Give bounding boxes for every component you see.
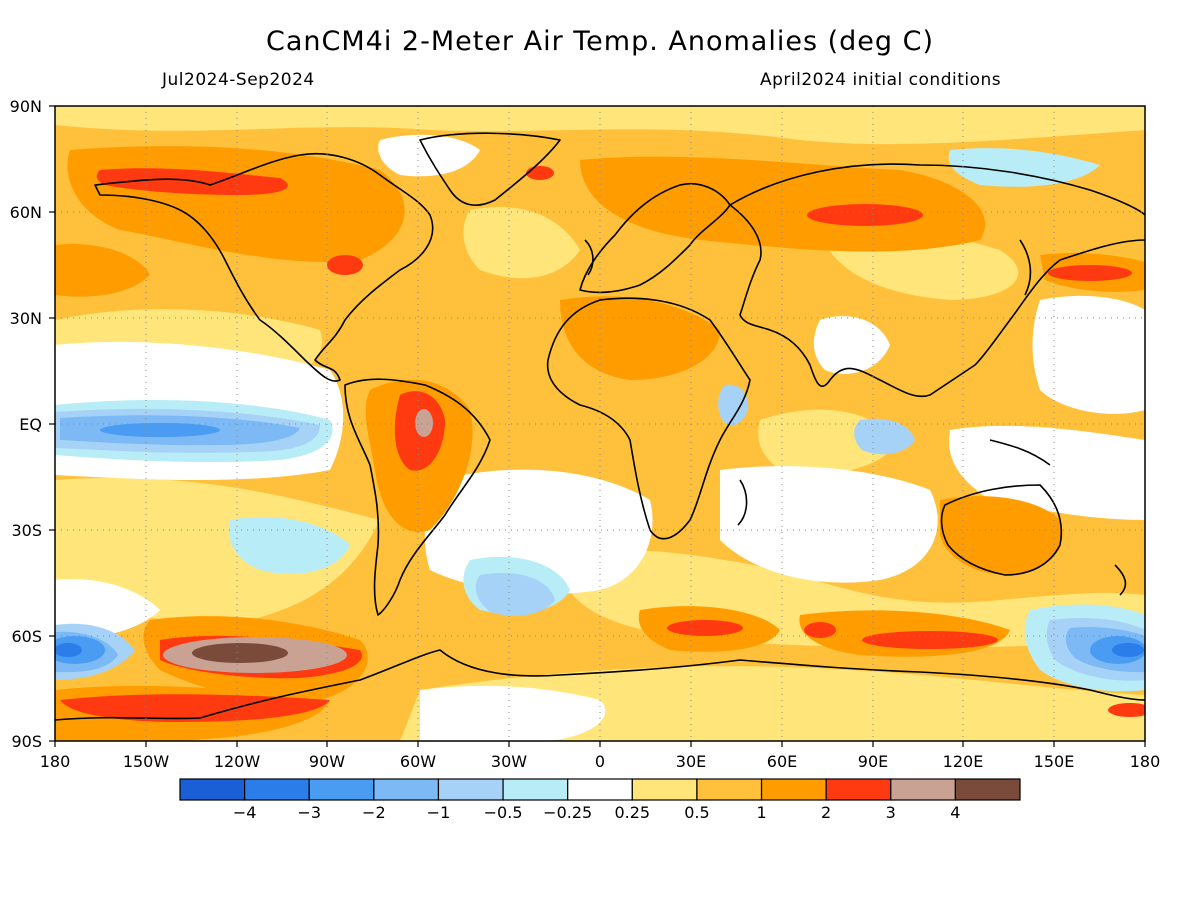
colorbar-swatch <box>890 778 956 801</box>
anomaly-cyan-siberia <box>948 148 1100 187</box>
lon-label-150w: 150W <box>123 752 170 771</box>
chart-title: CanCM4i 2-Meter Air Temp. Anomalies (deg… <box>265 26 934 57</box>
colorbar-swatch <box>567 778 633 801</box>
lon-label-90e: 90E <box>858 752 888 771</box>
anomaly-extreme-regions <box>163 409 433 673</box>
latitude-axis: 90N 60N 30N EQ 30S 60S 90S <box>10 97 55 751</box>
colorbar-label: 0.5 <box>684 803 709 822</box>
lon-label-30w: 30W <box>491 752 527 771</box>
lon-label-60e: 60E <box>767 752 797 771</box>
colorbar-label: −3 <box>297 803 321 822</box>
anomaly-neutral-s-ocean <box>420 685 606 741</box>
lon-label-180w: 180 <box>40 752 71 771</box>
anomaly-orange-sahara <box>560 296 720 380</box>
lon-label-0: 0 <box>595 752 605 771</box>
anomaly-light-eatl <box>463 206 580 279</box>
lat-label-90n: 90N <box>10 97 42 116</box>
anomaly-red-s-ind <box>862 631 998 649</box>
anomaly-deepblue-regions <box>55 643 1144 657</box>
anomaly-red-siberia <box>807 204 923 226</box>
coastline-greenland <box>419 132 561 206</box>
anomaly-red-nw-pac <box>1048 265 1132 281</box>
colorbar-label: 2 <box>821 803 831 822</box>
anomaly-red-greenland <box>526 166 554 180</box>
anomaly-red-s-ind-west <box>804 622 836 638</box>
anomaly-cyan-spac <box>228 516 350 574</box>
anomaly-pink-amazon <box>415 409 433 437</box>
anomaly-neutral-wpac <box>1032 295 1145 414</box>
lat-label-eq: EQ <box>19 415 42 434</box>
lon-label-120e: 120E <box>943 752 984 771</box>
coastline-antarctica <box>55 649 1145 721</box>
colorbar-label: 4 <box>950 803 960 822</box>
lon-label-150e: 150E <box>1034 752 1075 771</box>
anomaly-lightblue-east-africa <box>718 384 749 426</box>
colorbar-swatch <box>179 778 246 801</box>
coastline-new-zealand <box>1114 564 1127 596</box>
anomaly-orange-ne-pac <box>55 244 150 297</box>
coastline-asia <box>729 163 1145 398</box>
coastline-africa <box>546 297 751 540</box>
anomaly-deepblue-sw-pac <box>55 643 82 657</box>
anomaly-orange-eurasia <box>580 156 986 252</box>
lon-label-90w: 90W <box>309 752 345 771</box>
lon-label-30e: 30E <box>676 752 706 771</box>
anomaly-red-s-atl <box>667 620 743 636</box>
anomaly-midblue-tpac <box>100 423 220 437</box>
anomaly-neutral-sio <box>720 466 938 583</box>
anomaly-neutral-cpac <box>949 425 1145 520</box>
anomaly-neutral-se-ind <box>813 316 890 374</box>
initial-conditions: April2024 initial conditions <box>760 70 1002 90</box>
colorbar-swatch <box>631 778 698 801</box>
colorbar-legend: −4 −3 −2 −1 −0.5 −0.25 0.25 0.5 1 2 3 4 <box>179 778 1021 822</box>
colorbar-swatch <box>308 778 375 801</box>
anomaly-lightblue-maritime <box>854 418 915 455</box>
colorbar-label: −0.5 <box>484 803 523 822</box>
colorbar-swatch <box>696 778 763 801</box>
coastline-new-guinea <box>989 439 1051 466</box>
colorbar-label: −0.25 <box>543 803 592 822</box>
colorbar-swatch <box>760 778 827 801</box>
colorbar-label: 1 <box>756 803 766 822</box>
anomaly-lightblue-satl <box>475 572 555 616</box>
longitude-axis: 180 150W 120W 90W 60W 30W 0 30E 60E 90E … <box>40 741 1161 771</box>
colorbar-label: −1 <box>427 803 451 822</box>
lon-label-120w: 120W <box>214 752 261 771</box>
forecast-period: Jul2024-Sep2024 <box>162 70 315 90</box>
colorbar-label: −4 <box>233 803 257 822</box>
coastline-uk <box>584 239 594 276</box>
lon-label-60w: 60W <box>400 752 436 771</box>
lat-label-60s: 60S <box>11 627 42 646</box>
colorbar-swatch <box>954 778 1021 801</box>
colorbar-swatch <box>373 778 440 801</box>
coastline-europe <box>579 183 731 294</box>
colorbar-swatch <box>502 778 569 801</box>
lon-label-180e: 180 <box>1130 752 1161 771</box>
colorbar-label: 3 <box>886 803 896 822</box>
anomaly-light-sh-band <box>55 478 380 623</box>
anomaly-red-s-ocean-east <box>1108 703 1145 717</box>
anomaly-deepblue-s-ocean-east <box>1112 643 1144 657</box>
coastline-south-america <box>344 378 491 616</box>
colorbar-swatch <box>437 778 504 801</box>
anomaly-light-arctic <box>55 106 1145 145</box>
anomaly-brown-s-ocean <box>192 643 288 663</box>
coastlines <box>55 132 1145 721</box>
lat-label-30s: 30S <box>11 521 42 540</box>
coastline-madagascar <box>737 479 748 526</box>
anomaly-field <box>55 106 1145 741</box>
coastline-japan <box>1019 239 1032 296</box>
anomaly-orange-australia <box>940 496 1063 575</box>
lat-label-90s: 90S <box>11 732 42 751</box>
coastline-north-america <box>94 152 434 382</box>
lat-label-60n: 60N <box>10 203 42 222</box>
anomaly-red-great-lakes <box>327 255 363 275</box>
lat-label-30n: 30N <box>10 309 42 328</box>
coastline-australia <box>940 484 1063 576</box>
colorbar-label: −2 <box>362 803 386 822</box>
colorbar-swatch <box>244 778 310 801</box>
colorbar-label: 0.25 <box>614 803 650 822</box>
colorbar-swatch <box>825 778 892 801</box>
